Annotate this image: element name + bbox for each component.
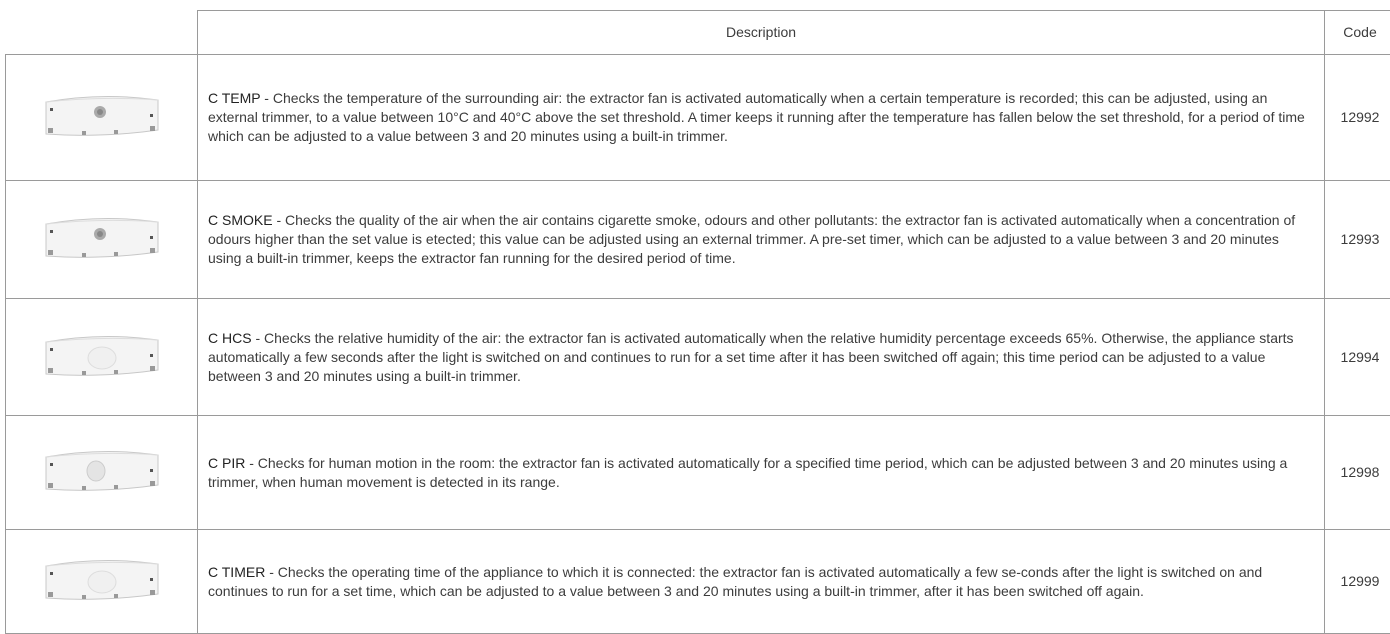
table-row: C PIR - Checks for human motion in the r… bbox=[6, 416, 1390, 530]
product-description: - Checks the relative humidity of the ai… bbox=[208, 330, 1294, 384]
product-image bbox=[42, 556, 162, 602]
table-row: C TIMER - Checks the operating time of t… bbox=[6, 530, 1390, 634]
product-name: C SMOKE bbox=[208, 212, 273, 228]
product-name: C TIMER bbox=[208, 564, 265, 580]
header-row: Description Code bbox=[6, 11, 1390, 55]
product-description: - Checks the quality of the air when the… bbox=[208, 212, 1295, 266]
image-cell bbox=[6, 299, 198, 416]
table-row: C TEMP - Checks the temperature of the s… bbox=[6, 55, 1390, 181]
product-image bbox=[42, 92, 162, 138]
product-description: - Checks for human motion in the room: t… bbox=[208, 455, 1287, 490]
image-cell bbox=[6, 55, 198, 181]
description-cell: C HCS - Checks the relative humidity of … bbox=[198, 299, 1325, 416]
product-image bbox=[42, 214, 162, 260]
image-cell bbox=[6, 181, 198, 299]
table-row: C HCS - Checks the relative humidity of … bbox=[6, 299, 1390, 416]
product-name: C HCS bbox=[208, 330, 252, 346]
header-blank bbox=[6, 11, 198, 55]
product-description: - Checks the operating time of the appli… bbox=[208, 564, 1262, 599]
product-name: C TEMP bbox=[208, 90, 260, 106]
header-cell: Description bbox=[198, 11, 1325, 55]
description-cell: C PIR - Checks for human motion in the r… bbox=[198, 416, 1325, 530]
description-cell: C TEMP - Checks the temperature of the s… bbox=[198, 55, 1325, 181]
code-cell: 12994 bbox=[1325, 299, 1390, 416]
description-cell: C SMOKE - Checks the quality of the air … bbox=[198, 181, 1325, 299]
code-cell: 12992 bbox=[1325, 55, 1390, 181]
table-row: C SMOKE - Checks the quality of the air … bbox=[6, 181, 1390, 299]
code-cell: 12999 bbox=[1325, 530, 1390, 634]
product-description: - Checks the temperature of the surround… bbox=[208, 90, 1305, 144]
product-name: C PIR bbox=[208, 455, 245, 471]
description-cell: C TIMER - Checks the operating time of t… bbox=[198, 530, 1325, 634]
product-image bbox=[42, 447, 162, 493]
product-image bbox=[42, 332, 162, 378]
header-cell: Code bbox=[1325, 11, 1390, 55]
image-cell bbox=[6, 530, 198, 634]
image-cell bbox=[6, 416, 198, 530]
table-body: C TEMP - Checks the temperature of the s… bbox=[6, 55, 1390, 634]
product-table: Description Code C TEMP - Checks the tem… bbox=[5, 10, 1390, 634]
code-cell: 12998 bbox=[1325, 416, 1390, 530]
code-cell: 12993 bbox=[1325, 181, 1390, 299]
